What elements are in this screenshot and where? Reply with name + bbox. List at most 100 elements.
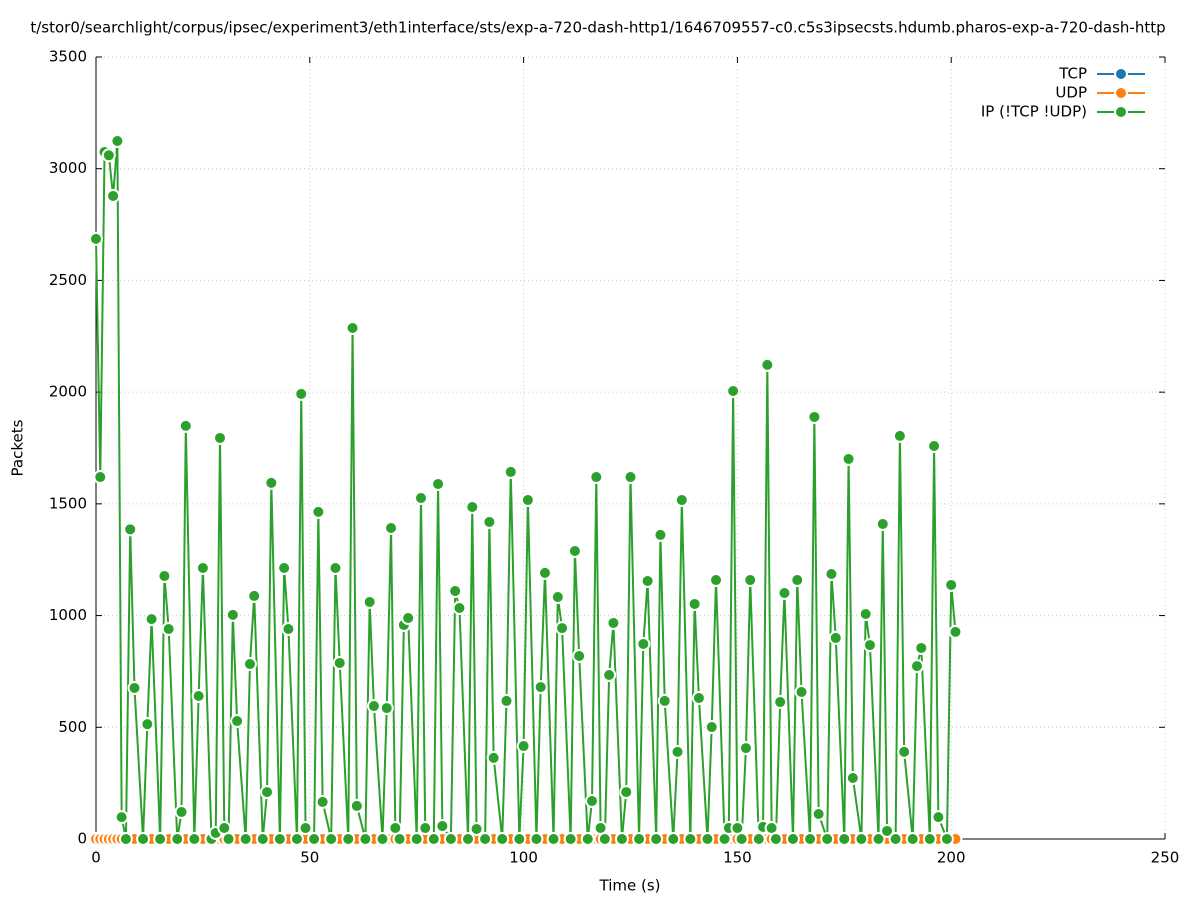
legend-swatch-point xyxy=(1114,86,1128,100)
data-point xyxy=(144,612,159,627)
data-point xyxy=(546,832,561,846)
data-point xyxy=(392,832,407,846)
data-point xyxy=(632,832,647,846)
y-tick-label: 3500 xyxy=(49,48,87,66)
data-point xyxy=(242,657,257,672)
legend-label: UDP xyxy=(1055,84,1087,102)
data-point xyxy=(174,804,189,819)
data-point xyxy=(905,832,920,846)
data-point xyxy=(768,832,783,846)
data-point xyxy=(298,821,313,836)
data-point xyxy=(341,832,356,846)
data-point xyxy=(871,832,886,846)
data-point xyxy=(170,832,185,846)
data-point xyxy=(619,785,634,800)
data-point xyxy=(880,823,895,838)
data-point xyxy=(555,621,570,636)
data-point xyxy=(328,560,343,575)
data-point xyxy=(281,621,296,636)
data-point xyxy=(709,573,724,588)
data-point xyxy=(614,832,629,846)
data-point xyxy=(743,573,758,588)
data-point xyxy=(537,565,552,580)
data-point xyxy=(358,832,373,846)
x-tick-label: 200 xyxy=(937,849,966,867)
data-point xyxy=(572,649,587,664)
x-tick-label: 150 xyxy=(723,849,752,867)
data-point xyxy=(670,744,685,759)
data-point xyxy=(465,499,480,514)
data-point xyxy=(738,741,753,756)
data-point xyxy=(580,832,595,846)
data-point xyxy=(811,806,826,821)
data-point xyxy=(841,451,856,466)
data-point xyxy=(413,491,428,506)
data-point xyxy=(461,832,476,846)
data-point xyxy=(452,600,467,615)
data-point xyxy=(858,607,873,622)
data-point xyxy=(790,573,805,588)
data-point xyxy=(777,586,792,601)
data-point xyxy=(401,611,416,626)
data-point xyxy=(89,231,103,246)
data-point xyxy=(785,832,800,846)
chart-title: t/stor0/searchlight/corpus/ipsec/experim… xyxy=(30,19,1165,37)
legend-swatch-point xyxy=(1114,105,1128,119)
data-point xyxy=(773,695,788,710)
data-point xyxy=(623,470,638,485)
data-point xyxy=(238,832,253,846)
y-tick-label: 500 xyxy=(58,718,87,736)
data-point xyxy=(106,188,121,203)
data-point xyxy=(118,832,133,846)
data-point xyxy=(157,569,172,584)
data-point xyxy=(230,714,245,729)
data-point xyxy=(700,832,715,846)
data-point xyxy=(409,832,424,846)
data-point xyxy=(379,701,394,716)
data-point xyxy=(255,832,270,846)
data-point xyxy=(486,750,501,765)
data-point xyxy=(213,430,228,445)
data-point xyxy=(914,640,929,655)
data-point xyxy=(533,680,548,695)
x-tick-label: 0 xyxy=(91,849,101,867)
y-tick-label: 0 xyxy=(77,830,87,848)
data-point xyxy=(734,832,749,846)
data-point xyxy=(520,493,535,508)
data-point xyxy=(563,832,578,846)
data-point xyxy=(888,832,903,846)
data-point xyxy=(892,428,907,443)
data-point xyxy=(803,832,818,846)
data-point xyxy=(516,739,531,754)
legend-label: IP (!TCP !UDP) xyxy=(981,103,1087,121)
data-point xyxy=(909,659,924,674)
data-point xyxy=(195,560,210,575)
data-point xyxy=(345,321,360,336)
data-point xyxy=(191,689,206,704)
data-point xyxy=(875,516,890,531)
data-point xyxy=(589,470,604,485)
y-axis-label: Packets xyxy=(9,419,27,476)
data-point xyxy=(683,832,698,846)
data-point xyxy=(854,832,869,846)
data-point xyxy=(311,504,326,519)
data-point xyxy=(264,475,279,490)
data-point xyxy=(653,527,668,542)
data-point xyxy=(751,832,766,846)
data-point xyxy=(837,832,852,846)
series-line xyxy=(95,140,957,840)
data-point xyxy=(691,691,706,706)
data-point xyxy=(636,636,651,651)
data-point xyxy=(499,693,514,708)
data-point xyxy=(927,438,942,453)
data-point xyxy=(332,655,347,670)
data-point xyxy=(657,693,672,708)
data-point xyxy=(687,596,702,611)
data-point xyxy=(366,699,381,714)
data-point xyxy=(110,134,125,149)
data-point xyxy=(431,476,446,491)
data-point xyxy=(503,464,518,479)
x-axis-label: Time (s) xyxy=(599,877,661,895)
y-tick-label: 1500 xyxy=(49,494,87,512)
